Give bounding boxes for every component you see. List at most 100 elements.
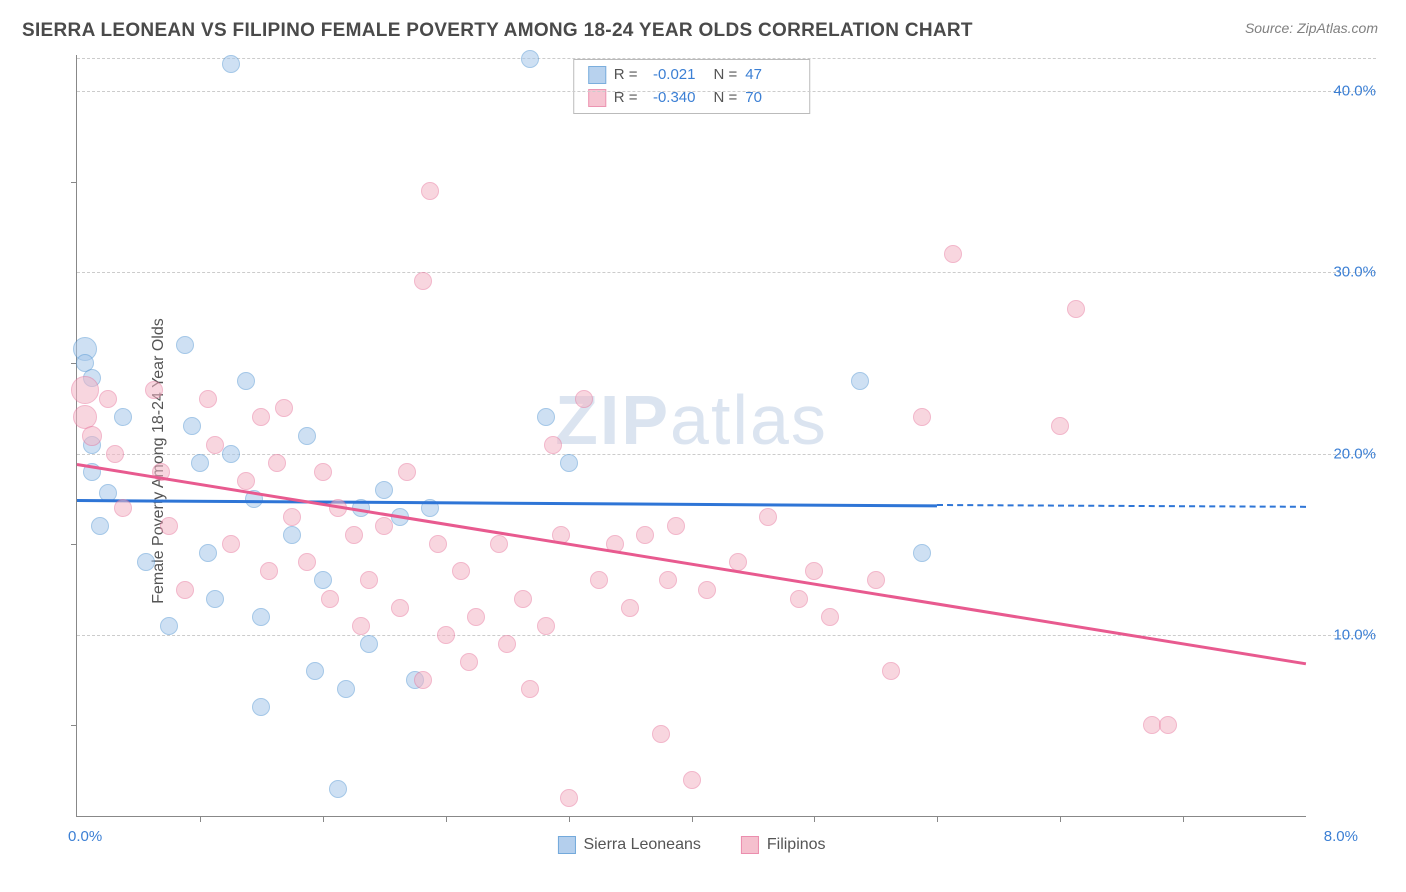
data-point — [560, 789, 578, 807]
data-point — [537, 408, 555, 426]
data-point — [514, 590, 532, 608]
stat-r-value: -0.021 — [646, 64, 696, 87]
data-point — [490, 535, 508, 553]
data-point — [698, 581, 716, 599]
data-point — [106, 445, 124, 463]
data-point — [913, 544, 931, 562]
data-point — [337, 680, 355, 698]
data-point — [321, 590, 339, 608]
stat-r-label: R = — [614, 87, 638, 110]
data-point — [590, 571, 608, 589]
data-point — [260, 562, 278, 580]
legend-label: Sierra Leoneans — [583, 836, 700, 854]
data-point — [421, 182, 439, 200]
data-point — [99, 390, 117, 408]
data-point — [498, 635, 516, 653]
data-point — [145, 381, 163, 399]
data-point — [314, 571, 332, 589]
data-point — [414, 671, 432, 689]
y-tick-label: 20.0% — [1333, 445, 1376, 462]
data-point — [206, 436, 224, 454]
data-point — [560, 454, 578, 472]
stat-r-label: R = — [614, 64, 638, 87]
data-point — [283, 508, 301, 526]
regression-line — [77, 499, 937, 507]
y-tick — [71, 182, 77, 183]
watermark: ZIPatlas — [555, 380, 828, 460]
data-point — [544, 436, 562, 454]
data-point — [398, 463, 416, 481]
y-tick — [71, 544, 77, 545]
data-point — [345, 526, 363, 544]
stat-legend-row: R =-0.021N =47 — [588, 64, 796, 87]
data-point — [521, 680, 539, 698]
data-point — [1051, 417, 1069, 435]
data-point — [1067, 300, 1085, 318]
gridline — [77, 91, 1376, 92]
data-point — [206, 590, 224, 608]
data-point — [176, 336, 194, 354]
data-point — [222, 535, 240, 553]
stat-legend-row: R =-0.340N =70 — [588, 87, 796, 110]
data-point — [391, 599, 409, 617]
data-point — [375, 517, 393, 535]
x-tick — [1183, 816, 1184, 822]
data-point — [790, 590, 808, 608]
stat-n-value: 47 — [745, 64, 795, 87]
data-point — [252, 698, 270, 716]
chart-title: SIERRA LEONEAN VS FILIPINO FEMALE POVERT… — [22, 20, 973, 42]
data-point — [414, 272, 432, 290]
y-tick-label: 10.0% — [1333, 626, 1376, 643]
data-point — [222, 445, 240, 463]
data-point — [851, 372, 869, 390]
plot-area: ZIPatlas R =-0.021N =47R =-0.340N =70 Si… — [76, 55, 1306, 817]
data-point — [222, 55, 240, 73]
data-point — [352, 617, 370, 635]
stat-legend: R =-0.021N =47R =-0.340N =70 — [573, 59, 811, 114]
gridline — [77, 272, 1376, 273]
data-point — [437, 626, 455, 644]
legend-label: Filipinos — [767, 836, 826, 854]
legend-swatch — [557, 836, 575, 854]
data-point — [199, 390, 217, 408]
data-point — [199, 544, 217, 562]
legend-swatch — [741, 836, 759, 854]
data-point — [621, 599, 639, 617]
source-attribution: Source: ZipAtlas.com — [1245, 20, 1378, 36]
data-point — [298, 427, 316, 445]
data-point — [537, 617, 555, 635]
x-axis-max-label: 8.0% — [1324, 828, 1358, 845]
data-point — [759, 508, 777, 526]
data-point — [275, 399, 293, 417]
data-point — [183, 417, 201, 435]
data-point — [314, 463, 332, 481]
chart-container: Female Poverty Among 18-24 Year Olds ZIP… — [48, 55, 1386, 867]
data-point — [191, 454, 209, 472]
data-point — [360, 571, 378, 589]
data-point — [1159, 716, 1177, 734]
x-tick — [323, 816, 324, 822]
regression-line-dashed — [937, 504, 1306, 508]
data-point — [298, 553, 316, 571]
data-point — [867, 571, 885, 589]
data-point — [805, 562, 823, 580]
data-point — [160, 617, 178, 635]
gridline — [77, 58, 1376, 59]
data-point — [329, 780, 347, 798]
data-point — [71, 376, 99, 404]
x-tick — [937, 816, 938, 822]
legend-item: Sierra Leoneans — [557, 836, 700, 854]
data-point — [460, 653, 478, 671]
data-point — [252, 408, 270, 426]
data-point — [237, 372, 255, 390]
data-point — [252, 608, 270, 626]
y-tick-label: 40.0% — [1333, 83, 1376, 100]
data-point — [667, 517, 685, 535]
data-point — [821, 608, 839, 626]
y-tick-label: 30.0% — [1333, 264, 1376, 281]
data-point — [137, 553, 155, 571]
data-point — [452, 562, 470, 580]
data-point — [283, 526, 301, 544]
x-axis-min-label: 0.0% — [68, 828, 102, 845]
data-point — [114, 408, 132, 426]
